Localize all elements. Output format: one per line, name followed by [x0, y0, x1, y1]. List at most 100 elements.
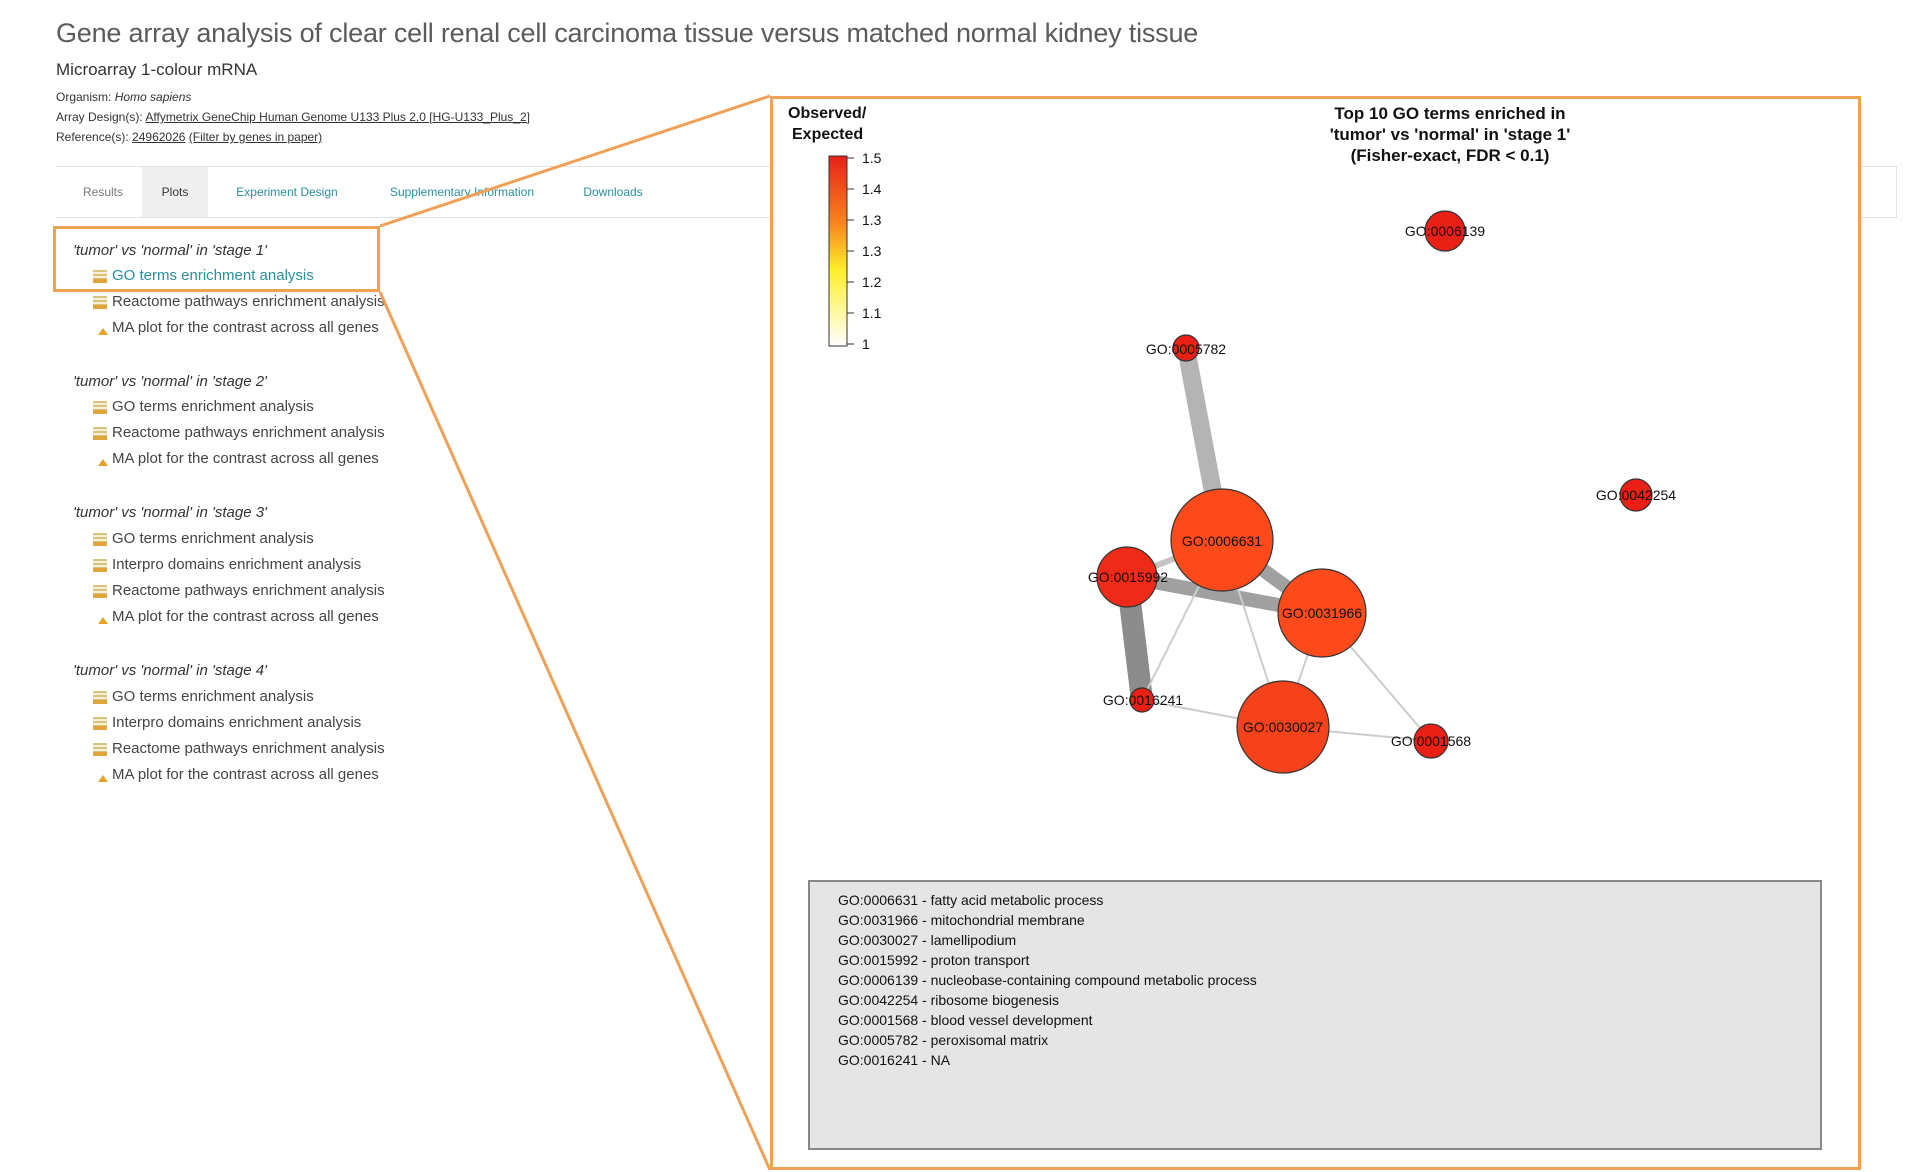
go-definition: GO:0006631 - fatty acid metabolic proces…	[838, 892, 1104, 908]
link-go-stage-2[interactable]: GO terms enrichment analysis	[92, 398, 314, 415]
go-definition: GO:0001568 - blood vessel development	[838, 1012, 1093, 1028]
go-definition: GO:0015992 - proton transport	[838, 952, 1030, 968]
link-label: GO terms enrichment analysis	[112, 688, 314, 705]
legend-tick: 1.3	[862, 212, 882, 228]
plot-title-line: Top 10 GO terms enriched in	[1334, 104, 1566, 123]
group-title-stage-4: 'tumor' vs 'normal' in 'stage 4'	[73, 662, 267, 679]
node-go-0031966[interactable]	[1277, 568, 1367, 658]
link-label: Reactome pathways enrichment analysis	[112, 740, 385, 757]
legend-tick: 1.1	[862, 305, 882, 321]
ma-plot-icon	[92, 320, 108, 336]
legend-tick: 1.3	[862, 243, 882, 259]
link-reactome-stage-4[interactable]: Reactome pathways enrichment analysis	[92, 740, 385, 757]
link-label: Reactome pathways enrichment analysis	[112, 293, 385, 310]
experiment-type: Microarray 1-colour mRNA	[56, 60, 258, 79]
reference-link[interactable]: 24962026	[132, 130, 186, 144]
link-label: GO terms enrichment analysis	[112, 530, 314, 547]
node-go-0001568[interactable]	[1413, 723, 1449, 759]
organism-row: Organism: Homo sapiens	[56, 90, 191, 104]
node-label: GO:0015992	[1087, 569, 1169, 585]
link-reactome-stage-1[interactable]: Reactome pathways enrichment analysis	[92, 293, 385, 310]
link-label: Interpro domains enrichment analysis	[112, 714, 362, 731]
bars-icon	[92, 268, 108, 284]
link-go-stage-3[interactable]: GO terms enrichment analysis	[92, 530, 314, 547]
go-definitions-box: GO:0006631 - fatty acid metabolic proces…	[808, 880, 1822, 1150]
filter-genes-link[interactable]: (Filter by genes in paper)	[188, 130, 323, 144]
bars-icon	[92, 425, 108, 441]
node-go-0005782[interactable]	[1172, 334, 1200, 362]
go-definition: GO:0030027 - lamellipodium	[838, 932, 1017, 948]
link-label: MA plot for the contrast across all gene…	[112, 766, 379, 783]
group-title-stage-3: 'tumor' vs 'normal' in 'stage 3'	[73, 504, 267, 521]
node-label: GO:0006139	[1404, 223, 1486, 239]
link-label: Interpro domains enrichment analysis	[112, 556, 362, 573]
legend-tick: 1	[862, 336, 870, 352]
legend-title: Observed/ Expected	[788, 103, 866, 145]
link-ma-stage-2[interactable]: MA plot for the contrast across all gene…	[92, 450, 379, 467]
link-label: Reactome pathways enrichment analysis	[112, 424, 385, 441]
node-go-0006631[interactable]	[1170, 488, 1274, 592]
link-label: GO terms enrichment analysis	[112, 398, 314, 415]
link-go-stage-4[interactable]: GO terms enrichment analysis	[92, 688, 314, 705]
ma-plot-icon	[92, 451, 108, 467]
link-reactome-stage-3[interactable]: Reactome pathways enrichment analysis	[92, 582, 385, 599]
link-ma-stage-3[interactable]: MA plot for the contrast across all gene…	[92, 608, 379, 625]
node-label: GO:0042254	[1595, 487, 1677, 503]
group-title-stage-1: 'tumor' vs 'normal' in 'stage 1'	[73, 242, 267, 259]
node-go-0006139[interactable]	[1424, 210, 1466, 252]
go-definition: GO:0042254 - ribosome biogenesis	[838, 992, 1060, 1008]
organism-value: Homo sapiens	[114, 90, 192, 104]
link-label: MA plot for the contrast across all gene…	[112, 319, 379, 336]
link-label: GO terms enrichment analysis	[112, 267, 314, 284]
node-label: GO:0006631	[1181, 533, 1263, 549]
page-title: Gene array analysis of clear cell renal …	[56, 18, 1199, 48]
node-go-0015992[interactable]	[1096, 546, 1158, 608]
node-label: GO:0031966	[1281, 605, 1363, 621]
node-go-0016241[interactable]	[1129, 687, 1155, 713]
plot-title: Top 10 GO terms enriched in 'tumor' vs '…	[1170, 103, 1730, 166]
go-definition: GO:0031966 - mitochondrial membrane	[838, 912, 1085, 928]
node-label: GO:0016241	[1102, 692, 1184, 708]
bars-icon	[92, 557, 108, 573]
reference-row: Reference(s): 24962026 (Filter by genes …	[56, 130, 322, 144]
node-label: GO:0005782	[1145, 341, 1227, 357]
plot-title-line: (Fisher-exact, FDR < 0.1)	[1350, 146, 1550, 165]
link-label: MA plot for the contrast across all gene…	[112, 450, 379, 467]
bars-icon	[92, 399, 108, 415]
legend-tick: 1.4	[862, 181, 882, 197]
legend-title-line: Expected	[792, 126, 864, 143]
node-go-0030027[interactable]	[1236, 680, 1330, 774]
bars-icon	[92, 583, 108, 599]
legend-tick: 1.2	[862, 274, 882, 290]
tab-plots[interactable]: Plots	[142, 167, 208, 217]
bars-icon	[92, 689, 108, 705]
network-nodes	[1096, 210, 1653, 774]
reference-label: Reference(s):	[56, 130, 129, 144]
tab-experiment-design[interactable]: Experiment Design	[236, 185, 338, 199]
link-interpro-stage-3[interactable]: Interpro domains enrichment analysis	[92, 556, 361, 573]
go-definition: GO:0006139 - nucleobase-containing compo…	[838, 972, 1257, 988]
link-go-stage-1[interactable]: GO terms enrichment analysis	[92, 267, 314, 284]
bars-icon	[92, 294, 108, 310]
ma-plot-icon	[92, 609, 108, 625]
bars-icon	[92, 741, 108, 757]
legend-tick: 1.5	[862, 150, 882, 166]
organism-label: Organism:	[56, 90, 112, 104]
link-label: MA plot for the contrast across all gene…	[112, 608, 379, 625]
node-label: GO:0030027	[1242, 719, 1324, 735]
node-go-0042254[interactable]	[1619, 478, 1653, 512]
group-title-stage-2: 'tumor' vs 'normal' in 'stage 2'	[73, 373, 267, 390]
node-label: GO:0001568	[1390, 733, 1472, 749]
array-design-label: Array Design(s):	[56, 110, 143, 124]
tab-results[interactable]: Results	[82, 185, 123, 199]
selection-highlight	[53, 226, 380, 292]
link-ma-stage-1[interactable]: MA plot for the contrast across all gene…	[92, 319, 379, 336]
link-interpro-stage-4[interactable]: Interpro domains enrichment analysis	[92, 714, 361, 731]
go-definition: GO:0016241 - NA	[838, 1052, 951, 1068]
link-ma-stage-4[interactable]: MA plot for the contrast across all gene…	[92, 766, 379, 783]
go-definition: GO:0005782 - peroxisomal matrix	[838, 1032, 1049, 1048]
bars-icon	[92, 531, 108, 547]
link-label: Reactome pathways enrichment analysis	[112, 582, 385, 599]
link-reactome-stage-2[interactable]: Reactome pathways enrichment analysis	[92, 424, 385, 441]
